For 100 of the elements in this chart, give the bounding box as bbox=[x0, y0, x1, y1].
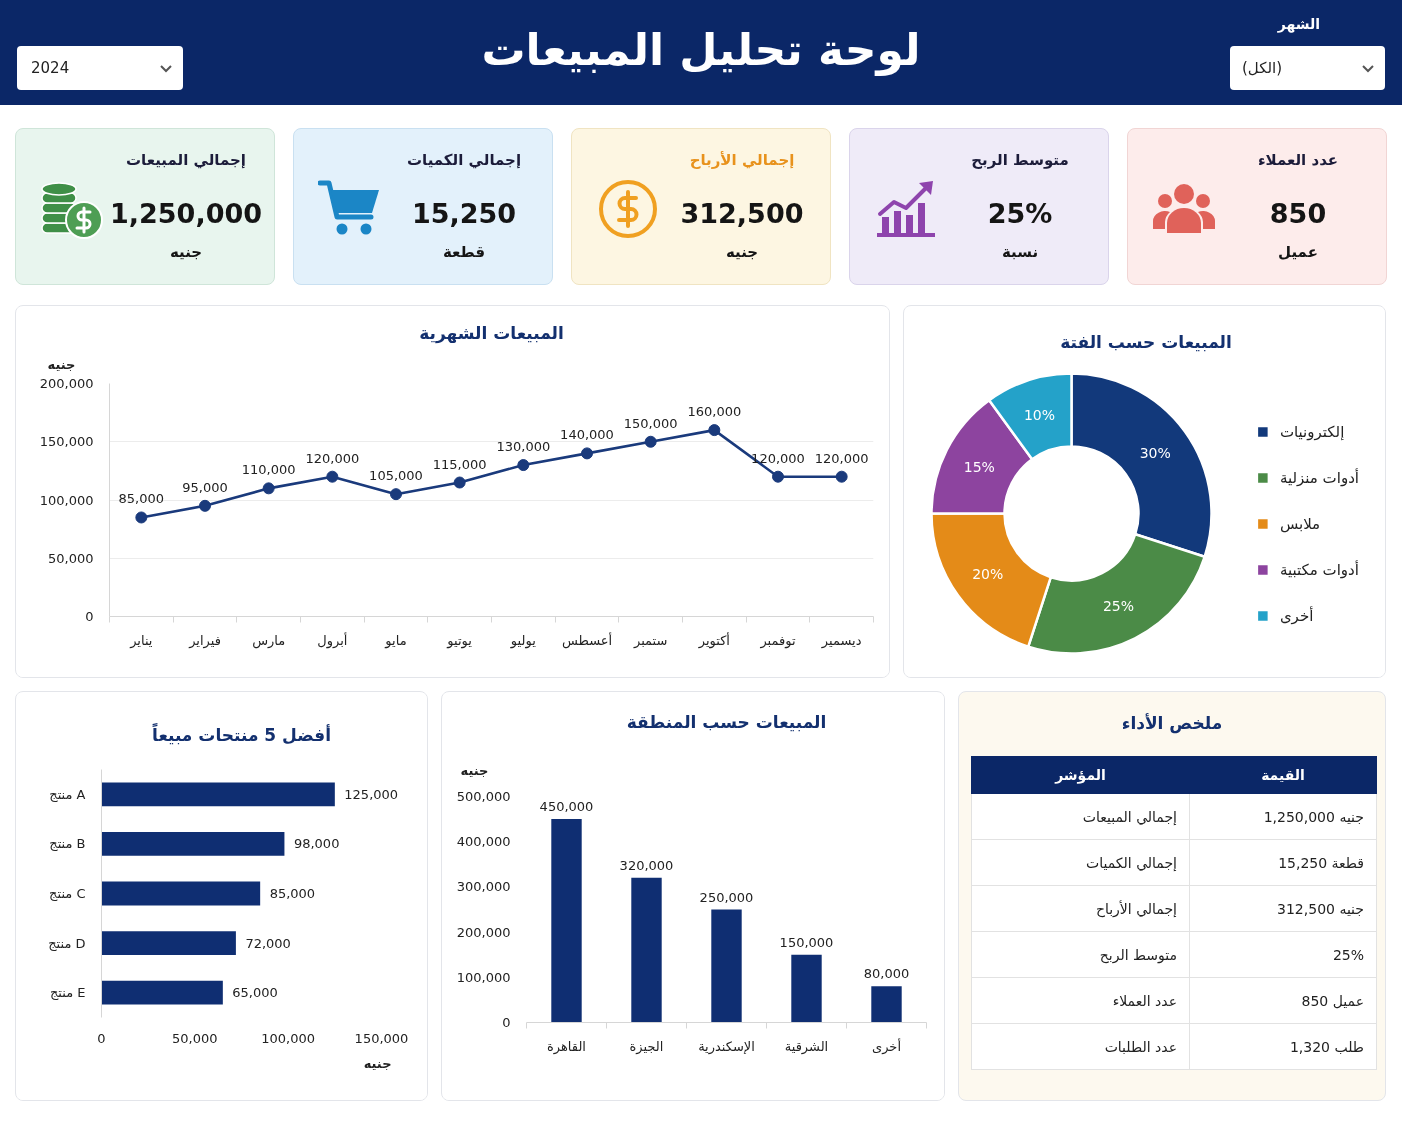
text: 1,250,000 bbox=[109, 197, 263, 231]
text: 312,500 bbox=[679, 197, 805, 231]
text: 2024 bbox=[31, 58, 70, 79]
y-tick-label: منتج B bbox=[49, 836, 86, 853]
y-tick-label: 200,000 bbox=[456, 924, 511, 940]
data-label: 120,000 bbox=[751, 450, 805, 466]
x-tick-label: أعسطس bbox=[561, 631, 613, 649]
x-tick-label: فيراير bbox=[188, 632, 221, 649]
data-label: 30% bbox=[1139, 444, 1171, 461]
y-tick-label: 300,000 bbox=[456, 879, 511, 895]
x-axis-title: جنيه bbox=[363, 1055, 392, 1071]
x-tick-label: توفمبر bbox=[759, 632, 796, 649]
y-tick-label: 150,000 bbox=[39, 434, 94, 450]
legend-label: ملابس bbox=[1279, 514, 1321, 533]
data-label: 95,000 bbox=[182, 479, 228, 495]
text: ملخص الأداء bbox=[1120, 712, 1224, 736]
x-tick-label: 0 bbox=[97, 1030, 106, 1046]
x-tick-label: أبرول bbox=[317, 631, 348, 649]
chart-title: المبيعات الشهرية bbox=[419, 322, 564, 344]
y-tick-label: 50,000 bbox=[48, 550, 94, 566]
data-label: 115,000 bbox=[432, 456, 487, 472]
bar bbox=[711, 909, 742, 1023]
bar bbox=[871, 986, 902, 1023]
text: إجمالي المبيعات bbox=[125, 150, 247, 171]
point bbox=[453, 476, 466, 489]
text: عدد العملاء bbox=[971, 977, 1190, 1024]
bar bbox=[791, 954, 822, 1023]
legend-label: أدوات مكتبية bbox=[1279, 560, 1359, 579]
x-tick-label: 50,000 bbox=[172, 1030, 218, 1046]
text: قطعة bbox=[442, 242, 486, 263]
text: 312,500 جنيه bbox=[1189, 885, 1377, 932]
y-tick-label: 100,000 bbox=[39, 492, 94, 508]
text: عدد العملاء bbox=[1256, 150, 1340, 171]
y-tick-label: منتج E bbox=[49, 985, 86, 1002]
legend-label: أخرى bbox=[1279, 606, 1314, 625]
legend-label: إلكترونيات bbox=[1279, 422, 1345, 441]
y-tick-label: 100,000 bbox=[456, 969, 511, 985]
x-tick-label: 100,000 bbox=[261, 1030, 316, 1046]
text: نسبة bbox=[1000, 242, 1040, 263]
point bbox=[835, 470, 848, 483]
point bbox=[390, 488, 402, 501]
data-label: 15% bbox=[963, 458, 995, 475]
point bbox=[644, 435, 657, 448]
y-tick-label: 500,000 bbox=[456, 789, 511, 804]
data-label: 85,000 bbox=[269, 885, 316, 901]
data-label: 25% bbox=[1102, 597, 1135, 614]
x-tick-label: أكتوير bbox=[697, 631, 730, 649]
text: المؤشر bbox=[971, 756, 1190, 794]
chart-title: أفضل 5 منتحات مبيعاً bbox=[151, 721, 332, 745]
x-tick-label: الجيزة bbox=[629, 1038, 664, 1055]
y-tick-label: 400,000 bbox=[456, 834, 511, 850]
data-label: 250,000 bbox=[699, 889, 754, 905]
text: 1,320 طلب bbox=[1189, 1023, 1377, 1070]
data-label: 72,000 bbox=[245, 935, 291, 951]
text: 850 عميل bbox=[1189, 977, 1377, 1024]
x-tick-label: ديسمير bbox=[820, 632, 862, 649]
chart-title: المبيعات حسب المنطقة bbox=[626, 711, 827, 732]
text: 25% bbox=[1189, 931, 1377, 978]
text: عميل bbox=[1277, 242, 1319, 263]
x-tick-label: الشرقية bbox=[784, 1038, 829, 1055]
x-tick-label: ستمبر bbox=[632, 632, 668, 649]
data-label: 65,000 bbox=[232, 984, 278, 1000]
point bbox=[708, 424, 721, 437]
x-tick-label: الإسكندرية bbox=[698, 1038, 755, 1055]
data-label: 110,000 bbox=[241, 462, 296, 478]
y-tick-label: منتج A bbox=[49, 786, 86, 803]
text: (الكل) bbox=[1242, 58, 1283, 79]
bar bbox=[631, 877, 662, 1023]
point bbox=[517, 459, 530, 472]
y-tick-label: 0 bbox=[85, 609, 94, 624]
x-tick-label: مايو bbox=[384, 632, 407, 649]
bar bbox=[101, 931, 236, 955]
x-tick-label: يوتيو bbox=[446, 632, 473, 649]
data-label: 105,000 bbox=[369, 468, 423, 484]
chart-title: المبيعات حسب الفتة bbox=[1060, 332, 1232, 352]
x-tick-label: القاهرة bbox=[547, 1038, 586, 1055]
data-label: 80,000 bbox=[863, 966, 910, 982]
x-tick-label: يوليو bbox=[509, 632, 537, 649]
text: جنيه bbox=[724, 242, 760, 263]
data-label: 450,000 bbox=[539, 799, 594, 815]
point bbox=[135, 511, 148, 524]
data-label: 120,000 bbox=[814, 450, 869, 466]
bar bbox=[101, 881, 261, 906]
text: جنيه bbox=[168, 242, 204, 263]
text: 850 bbox=[1268, 197, 1328, 231]
y-tick-label: 0 bbox=[502, 1015, 511, 1030]
bar bbox=[551, 819, 582, 1023]
text: لوحة تحليل المبيعات bbox=[480, 23, 922, 78]
y-tick-label: 200,000 bbox=[39, 376, 94, 391]
x-tick-label: 150,000 bbox=[354, 1030, 409, 1046]
data-label: 320,000 bbox=[619, 857, 674, 873]
data-label: 85,000 bbox=[118, 491, 165, 507]
data-label: 160,000 bbox=[687, 404, 742, 420]
text: متوسط الربح bbox=[971, 931, 1190, 978]
text: 15,250 bbox=[410, 197, 518, 231]
data-label: 130,000 bbox=[496, 439, 551, 455]
y-tick-label: منتج C bbox=[49, 886, 86, 902]
x-tick-label: أخرى bbox=[872, 1037, 901, 1055]
data-label: 98,000 bbox=[293, 835, 340, 851]
data-label: 140,000 bbox=[560, 427, 614, 443]
